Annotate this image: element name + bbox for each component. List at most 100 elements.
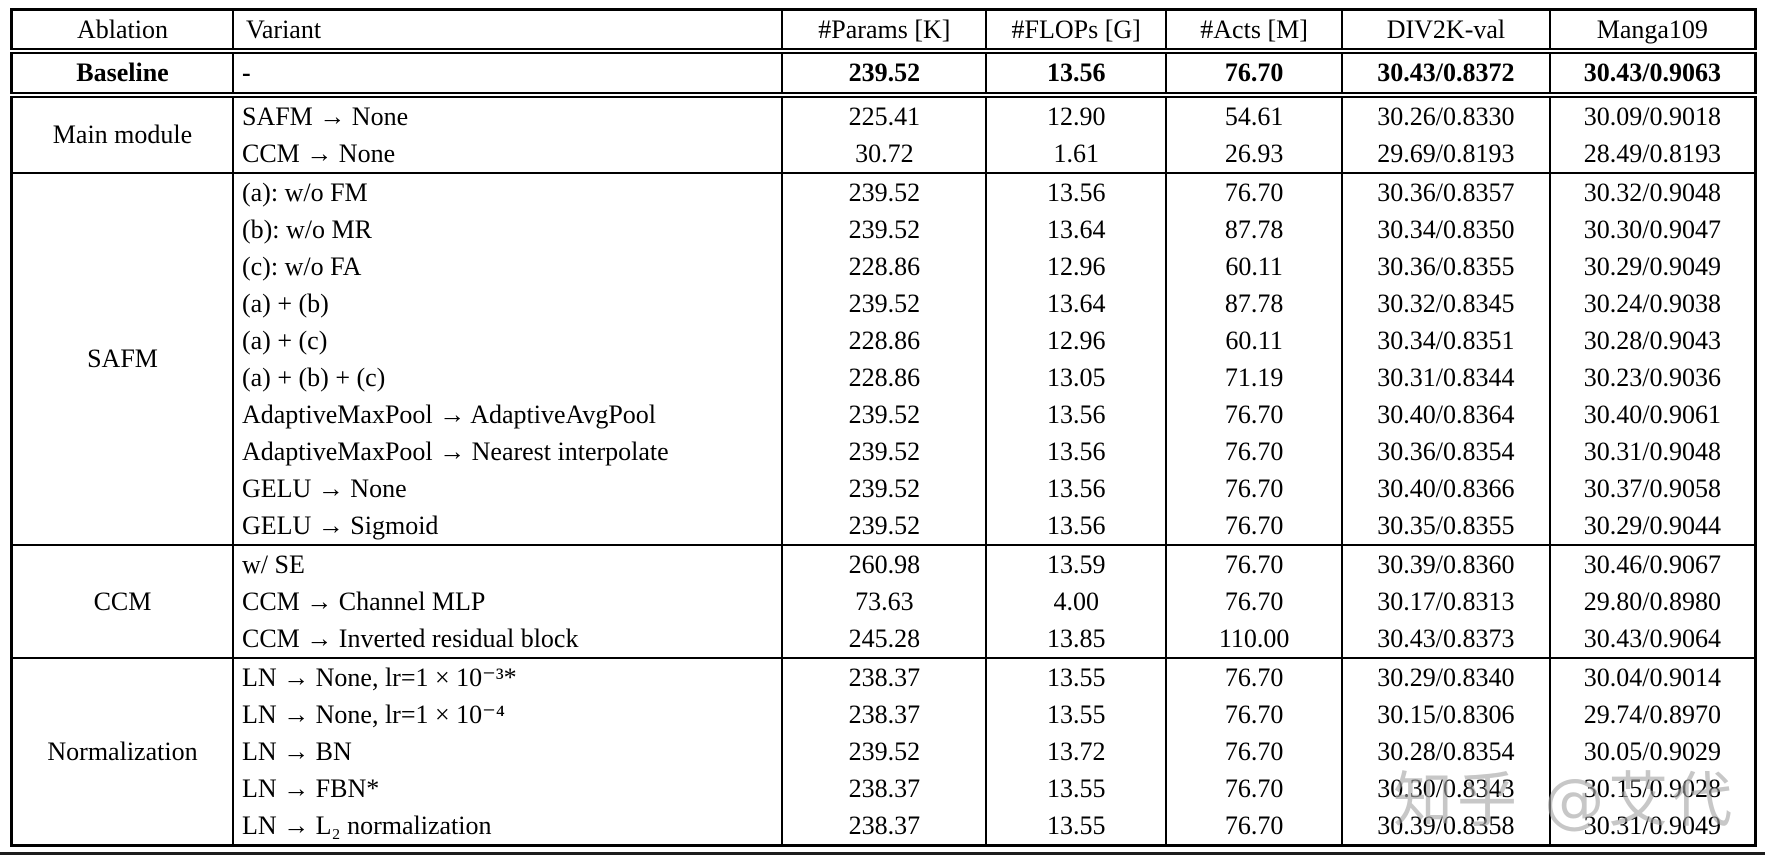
cell-div2k: 30.39/0.8358	[1341, 807, 1551, 846]
table-row: LN → None, lr=1 × 10⁻⁴ 238.37 13.55 76.70 30…	[12, 696, 1757, 733]
cell-manga109: 30.15/0.9028	[1548, 770, 1757, 807]
cell-flops: 13.55	[985, 770, 1168, 807]
table-row: GELU → Sigmoid 239.52 13.56 76.70 30.35/0.83…	[12, 507, 1757, 545]
cell-variant: w/ SE	[231, 544, 784, 583]
cell-params: 238.37	[781, 807, 988, 846]
cell-variant: GELU → Sigmoid	[231, 507, 784, 545]
cell-div2k: 30.40/0.8366	[1341, 470, 1551, 507]
cell-manga109: 30.04/0.9014	[1548, 657, 1757, 696]
cell-acts: 26.93	[1165, 135, 1344, 173]
cell-div2k: 30.35/0.8355	[1341, 507, 1551, 545]
column-header-acts: #Acts [M]	[1165, 9, 1344, 54]
header-row: Ablation Variant #Params [K] #FLOPs [G] …	[10, 9, 1757, 54]
cell-manga109: 30.32/0.9048	[1548, 172, 1757, 211]
table-row: (a) + (b) 239.52 13.64 87.78 30.32/0.8345 30.…	[12, 285, 1757, 322]
cell-params: 239.52	[781, 396, 988, 433]
cell-acts: 76.70	[1165, 470, 1344, 507]
cell-params: 239.52	[781, 51, 988, 98]
cell-div2k: 30.29/0.8340	[1341, 657, 1551, 696]
table-row: Normalization LN → None, lr=1 × 10⁻³* 238.…	[10, 657, 1757, 846]
cell-variant: -	[231, 51, 784, 98]
cell-div2k: 30.30/0.8343	[1341, 770, 1551, 807]
cell-manga109: 30.24/0.9038	[1548, 285, 1757, 322]
cell-ablation-group: SAFM	[10, 172, 234, 545]
cell-variant: GELU → None	[231, 470, 784, 507]
cell-acts: 87.78	[1165, 211, 1344, 248]
cell-params: 260.98	[781, 544, 988, 583]
cell-flops: 12.90	[985, 94, 1168, 135]
cell-div2k: 30.26/0.8330	[1341, 94, 1551, 135]
cell-div2k: 30.31/0.8344	[1341, 359, 1551, 396]
cell-ablation: Baseline	[10, 51, 234, 98]
cell-acts: 110.00	[1165, 620, 1344, 658]
bottom-page-rule	[0, 852, 1765, 855]
table-row: LN → L₂ normalization 238.37 13.55 76.70 30.…	[12, 807, 1757, 846]
column-header-variant: Variant	[231, 9, 784, 54]
cell-manga109: 30.28/0.9043	[1548, 322, 1757, 359]
cell-variant: LN → None, lr=1 × 10⁻³*	[231, 657, 784, 696]
cell-flops: 13.56	[985, 507, 1168, 545]
table-row: LN → BN 239.52 13.72 76.70 30.28/0.8354 30.05…	[12, 733, 1757, 770]
table-row: CCM w/ SE 260.98 13.59 76.70 30.39/0.8360 30.4…	[10, 544, 1757, 658]
cell-variant: CCM → Inverted residual block	[231, 620, 784, 658]
cell-manga109: 28.49/0.8193	[1548, 135, 1757, 173]
cell-variant: (c): w/o FA	[231, 248, 784, 285]
cell-acts: 76.70	[1165, 583, 1344, 620]
cell-params: 238.37	[781, 696, 988, 733]
cell-params: 239.52	[781, 211, 988, 248]
cell-variant: LN → L₂ normalization	[231, 807, 784, 846]
cell-acts: 76.70	[1165, 544, 1344, 583]
table-row: LN → FBN* 238.37 13.55 76.70 30.30/0.8343 30.…	[12, 770, 1757, 807]
cell-variant: LN → FBN*	[231, 770, 784, 807]
cell-flops: 13.05	[985, 359, 1168, 396]
cell-acts: 76.70	[1165, 396, 1344, 433]
cell-acts: 76.70	[1165, 172, 1344, 211]
table-row: SAFM (a): w/o FM 239.52 13.56 76.70 30.36/0.8…	[10, 172, 1757, 545]
cell-acts: 54.61	[1165, 94, 1344, 135]
table-row: (b): w/o MR 239.52 13.64 87.78 30.34/0.8350 3…	[12, 211, 1757, 248]
cell-variant: LN → None, lr=1 × 10⁻⁴	[231, 696, 784, 733]
cell-flops: 12.96	[985, 322, 1168, 359]
cell-div2k: 30.15/0.8306	[1341, 696, 1551, 733]
cell-div2k: 30.17/0.8313	[1341, 583, 1551, 620]
cell-ablation-group: Normalization	[10, 657, 234, 846]
cell-manga109: 30.23/0.9036	[1548, 359, 1757, 396]
cell-variant: AdaptiveMaxPool → Nearest interpolate	[231, 433, 784, 470]
cell-div2k: 30.36/0.8354	[1341, 433, 1551, 470]
table-row: GELU → None 239.52 13.56 76.70 30.40/0.8366 3…	[12, 470, 1757, 507]
cell-variant: AdaptiveMaxPool → AdaptiveAvgPool	[231, 396, 784, 433]
cell-div2k: 30.40/0.8364	[1341, 396, 1551, 433]
cell-variant: CCM → Channel MLP	[231, 583, 784, 620]
cell-params: 228.86	[781, 248, 988, 285]
cell-flops: 13.56	[985, 433, 1168, 470]
table-row: AdaptiveMaxPool → Nearest interpolate 239…	[12, 433, 1757, 470]
table-body: Baseline -239.52 13.56 76.70 30.43/0.8372 30.…	[10, 51, 1757, 846]
cell-div2k: 30.43/0.8372	[1341, 51, 1551, 98]
cell-params: 73.63	[781, 583, 988, 620]
cell-manga109: 29.74/0.8970	[1548, 696, 1757, 733]
cell-params: 239.52	[781, 507, 988, 545]
cell-variant: (b): w/o MR	[231, 211, 784, 248]
cell-params: 225.41	[781, 94, 988, 135]
cell-params: 239.52	[781, 733, 988, 770]
table-row: (c): w/o FA 228.86 12.96 60.11 30.36/0.8355 3…	[12, 248, 1757, 285]
cell-flops: 13.56	[985, 396, 1168, 433]
cell-div2k: 30.34/0.8350	[1341, 211, 1551, 248]
table-row: CCM → None 30.72 1.61 26.93 29.69/0.8193 28.4…	[12, 135, 1757, 173]
column-header-ablation: Ablation	[10, 9, 234, 54]
cell-acts: 60.11	[1165, 322, 1344, 359]
column-header-div2k: DIV2K-val	[1341, 9, 1551, 54]
table-row: (a) + (c) 228.86 12.96 60.11 30.34/0.8351 30.…	[12, 322, 1757, 359]
column-header-manga109: Manga109	[1548, 9, 1757, 54]
cell-params: 239.52	[781, 172, 988, 211]
cell-flops: 13.64	[985, 285, 1168, 322]
cell-acts: 76.70	[1165, 51, 1344, 98]
cell-div2k: 30.28/0.8354	[1341, 733, 1551, 770]
cell-div2k: 30.43/0.8373	[1341, 620, 1551, 658]
cell-flops: 13.72	[985, 733, 1168, 770]
cell-acts: 76.70	[1165, 733, 1344, 770]
cell-div2k: 29.69/0.8193	[1341, 135, 1551, 173]
cell-variant: (a) + (b) + (c)	[231, 359, 784, 396]
cell-params: 238.37	[781, 657, 988, 696]
